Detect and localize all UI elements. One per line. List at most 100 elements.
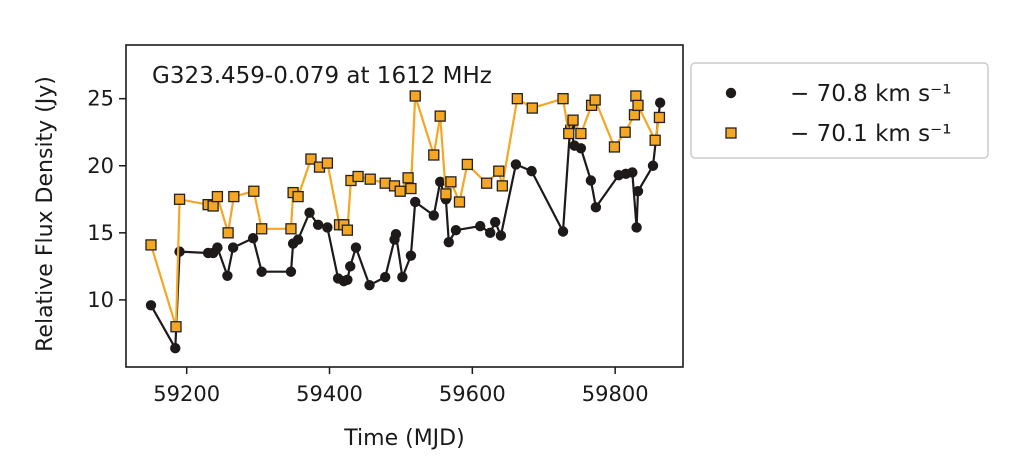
series-1-point-40 — [563, 127, 575, 140]
series-0 — [145, 97, 666, 354]
series-1-point-7 — [228, 190, 240, 203]
legend-box — [690, 62, 989, 159]
series-1-point-44 — [589, 94, 601, 106]
series-0-point-12 — [292, 234, 304, 245]
series-0-point-19 — [345, 261, 356, 272]
series-1-point-29 — [434, 110, 446, 122]
series-1-point-37 — [511, 93, 523, 105]
series-1-point-24 — [394, 185, 406, 197]
legend-label-1: − 70.1 km s⁻¹ — [790, 121, 951, 147]
series-1-point-13 — [305, 153, 317, 165]
series-0-point-5 — [212, 242, 223, 253]
series-1-point-30 — [440, 188, 452, 200]
series-0-point-51 — [654, 97, 666, 108]
series-1-point-28 — [428, 149, 440, 161]
series-0-point-8 — [247, 233, 259, 244]
series-1-point-34 — [480, 177, 493, 189]
series-1-point-8 — [248, 185, 260, 197]
series-1-point-35 — [493, 165, 505, 177]
series-1-point-49 — [632, 99, 644, 112]
series-0-point-39 — [557, 226, 569, 237]
series-1-point-50 — [649, 134, 661, 146]
series-1-point-31 — [445, 176, 457, 188]
series-1-point-32 — [453, 196, 466, 208]
series-0-point-24 — [390, 228, 402, 240]
series-0-point-0 — [145, 300, 157, 311]
series-1-point-42 — [575, 127, 587, 140]
series-0-point-13 — [304, 207, 315, 218]
series-1-point-38 — [526, 102, 538, 114]
series-1-point-26 — [405, 182, 417, 195]
series-1-point-4 — [207, 200, 219, 212]
series-0-point-44 — [590, 202, 602, 213]
series-1-point-45 — [608, 141, 621, 153]
series-1-point-10 — [285, 223, 297, 235]
series-0-point-49 — [632, 186, 644, 197]
series-0-point-14 — [312, 219, 324, 230]
series-0-point-38 — [526, 165, 537, 177]
series-1-point-22 — [379, 177, 391, 189]
series-0-point-42 — [575, 143, 587, 154]
series-0-point-37 — [510, 159, 522, 170]
series-0-point-22 — [380, 271, 391, 283]
x-tick-label-0: 59200 — [153, 382, 220, 406]
legend-marker-1 — [725, 127, 737, 139]
series-0-point-21 — [364, 279, 375, 291]
series-1-point-21 — [364, 173, 376, 185]
series-1-point-27 — [409, 90, 421, 102]
series-0-point-1 — [170, 343, 181, 354]
y-tick-label-3: 25 — [87, 87, 114, 111]
legend-entries: − 70.8 km s⁻¹ − 70.1 km s⁻¹ — [725, 81, 951, 147]
series-1-point-20 — [352, 170, 364, 183]
series-0-point-9 — [256, 266, 267, 277]
x-tick-label-2: 59600 — [439, 382, 506, 406]
series-1-point-33 — [461, 158, 473, 171]
series-1-point-39 — [557, 93, 569, 105]
series-0-line — [150, 102, 662, 350]
series-1 — [145, 90, 666, 333]
series-0-point-20 — [350, 242, 362, 253]
series-1-point-6 — [222, 227, 234, 239]
legend: − 70.8 km s⁻¹ − 70.1 km s⁻¹ — [690, 62, 989, 159]
series-layer — [145, 90, 666, 354]
series-0-point-35 — [489, 216, 501, 228]
series-0-point-27 — [410, 196, 421, 208]
series-1-point-9 — [256, 223, 268, 235]
series-0-point-34 — [484, 227, 496, 239]
series-1-point-18 — [341, 224, 354, 236]
legend-marker-0 — [725, 87, 737, 99]
series-1-point-25 — [402, 172, 414, 184]
legend-label-0: − 70.8 km s⁻¹ — [790, 81, 951, 107]
x-tick-label-1: 59400 — [296, 382, 363, 406]
x-axis: 59200 59400 59600 59800 — [153, 367, 649, 406]
series-0-point-6 — [222, 270, 233, 281]
series-0-point-15 — [322, 222, 333, 233]
series-0-point-7 — [227, 242, 239, 253]
series-0-point-50 — [647, 160, 659, 171]
series-1-point-48 — [630, 90, 642, 102]
y-axis: 10 15 20 25 — [87, 87, 126, 312]
series-1-point-46 — [619, 126, 631, 138]
series-0-point-10 — [285, 266, 297, 277]
series-0-point-2 — [174, 246, 185, 257]
y-tick-label-2: 20 — [87, 154, 114, 178]
x-axis-label: Time (MJD) — [343, 426, 464, 451]
series-1-point-5 — [211, 190, 224, 203]
series-1-point-36 — [496, 180, 508, 192]
series-1-point-1 — [170, 321, 182, 333]
series-0-point-31 — [443, 237, 454, 248]
series-1-point-47 — [628, 109, 641, 121]
series-0-point-32 — [450, 224, 462, 236]
series-0-point-25 — [397, 271, 408, 283]
series-0-point-47 — [627, 167, 638, 178]
series-1-point-2 — [173, 193, 186, 205]
y-tick-label-1: 15 — [87, 221, 114, 245]
series-0-point-48 — [631, 222, 642, 233]
series-1-point-12 — [292, 190, 304, 203]
series-0-point-26 — [405, 250, 417, 261]
series-0-point-33 — [474, 220, 486, 232]
plot-frame — [125, 44, 684, 368]
series-0-point-28 — [428, 210, 439, 221]
series-1-point-41 — [567, 114, 579, 126]
